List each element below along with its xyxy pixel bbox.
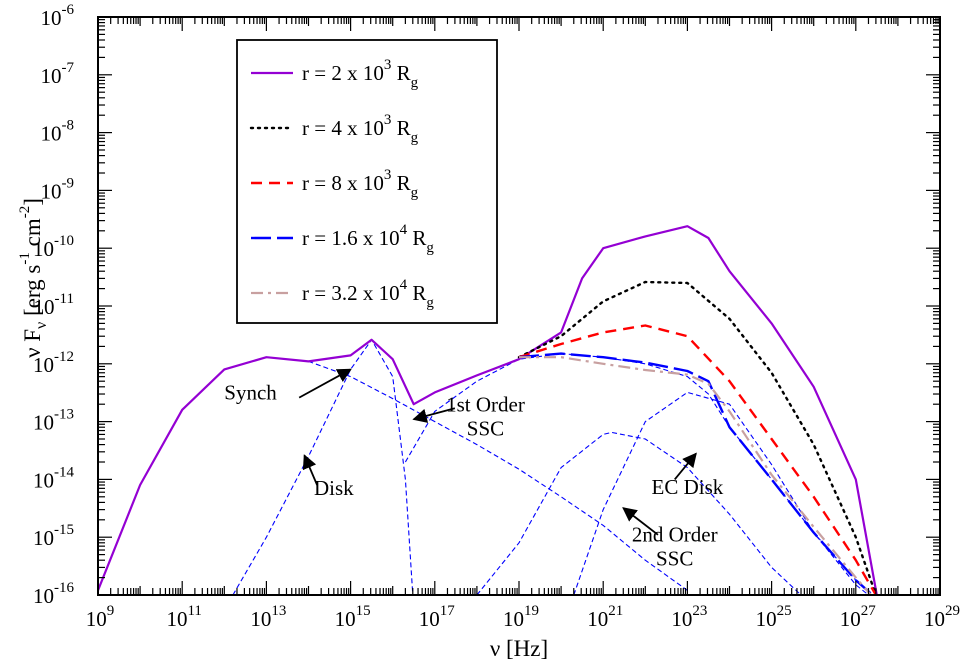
y-tick-label: 10-8 [41, 118, 75, 146]
y-tick-label: 10-14 [33, 464, 74, 492]
annotation-label: Disk [314, 476, 354, 500]
x-axis-title: ν [Hz] [490, 636, 548, 661]
series-layer [98, 225, 878, 595]
x-tick-label: 1025 [756, 603, 792, 631]
annotation-arrow [412, 407, 456, 423]
y-tick-label: 10-11 [34, 291, 74, 319]
x-tick-label: 1013 [250, 603, 286, 631]
annotation-synch: Synch [224, 368, 352, 405]
annotation-ec-disk: EC Disk [652, 452, 724, 499]
legend: r = 2 x 103 Rg r = 4 x 103 Rg r = 8 x 103 … [236, 39, 498, 324]
series-line-r-3-2-x-10-4-r-g [519, 356, 872, 595]
legend-label: r = 8 x 103 Rg [302, 167, 419, 201]
annotation-label: 1st Order SSC [446, 392, 525, 440]
x-tick-label: 1021 [587, 603, 623, 631]
axes: 109 1011 1013 1015 1017 1019 1021 1023 1025 1027 1… [17, 2, 960, 661]
legend-box [236, 39, 498, 324]
x-tick-label: 1019 [503, 603, 539, 631]
y-tick-label: 10-10 [33, 233, 74, 261]
annotation-label: Synch [224, 381, 277, 405]
series-line-r-2-x-10-3-r-g [98, 225, 878, 595]
y-tick-label: 10-13 [33, 407, 74, 435]
x-tick-label: 1023 [671, 603, 707, 631]
plot-frame [97, 16, 941, 596]
legend-entry-r-3-2-x-10-4-r-g: r = 3.2 x 104 Rg [251, 277, 434, 311]
series-line-synch [98, 356, 688, 591]
series-line-r-1-6-x-10-4-r-g [518, 352, 874, 595]
y-tick-label: 10-15 [33, 522, 74, 550]
x-tick-label: 1015 [335, 603, 371, 631]
y-axis-title: ν Fν [erg s-1 cm-2] [17, 198, 50, 358]
series-line-r-4-x-10-3-r-g [517, 280, 878, 595]
legend-entry-r-2-x-10-3-r-g: r = 2 x 103 Rg [251, 57, 419, 91]
annotation-arrow [302, 454, 318, 486]
x-tick-label: 109 [86, 603, 115, 631]
annotations: Synch 1st Order SSC Disk EC Disk 2nd Order SSC [224, 368, 724, 570]
y-tick-label: 10-16 [33, 580, 74, 608]
x-tick-label: 1029 [924, 603, 960, 631]
annotation-1st-order-ssc: 1st Order SSC [412, 392, 525, 440]
y-tick-label: 10-12 [33, 349, 74, 377]
series-line-2nd-order-ssc [476, 431, 802, 595]
annotation-arrow [298, 368, 352, 399]
y-tick-label: 10-7 [41, 60, 75, 88]
annotation-arrow [622, 507, 659, 536]
series-line-r-8-x-10-3-r-g [518, 324, 877, 595]
legend-label: r = 3.2 x 104 Rg [302, 277, 434, 311]
legend-entry-r-4-x-10-3-r-g: r = 4 x 103 Rg [249, 112, 419, 146]
legend-label: r = 1.6 x 104 Rg [302, 222, 434, 256]
annotation-2nd-order-ssc: 2nd Order SSC [622, 507, 718, 570]
tick-marks [97, 17, 940, 596]
legend-entry-r-8-x-10-3-r-g: r = 8 x 103 Rg [251, 167, 419, 201]
annotation-label: 2nd Order SSC [632, 522, 718, 570]
legend-label: r = 4 x 103 Rg [302, 112, 419, 146]
series-line-1st-order-ssc [404, 353, 873, 595]
legend-label: r = 2 x 103 Rg [302, 57, 419, 91]
series-line-ec-disk [573, 391, 869, 595]
y-tick-label: 10-9 [41, 175, 75, 203]
annotation-disk: Disk [302, 454, 354, 500]
x-tick-label: 1027 [840, 603, 877, 631]
annotation-label: EC Disk [652, 475, 724, 499]
annotation-arrow [674, 452, 697, 480]
legend-entry-r-1-6-x-10-4-r-g: r = 1.6 x 104 Rg [251, 222, 434, 256]
y-tick-label: 10-6 [41, 2, 75, 30]
series-line-disk [232, 339, 414, 595]
x-tick-label: 1011 [166, 603, 201, 631]
x-tick-label: 1017 [419, 603, 456, 631]
